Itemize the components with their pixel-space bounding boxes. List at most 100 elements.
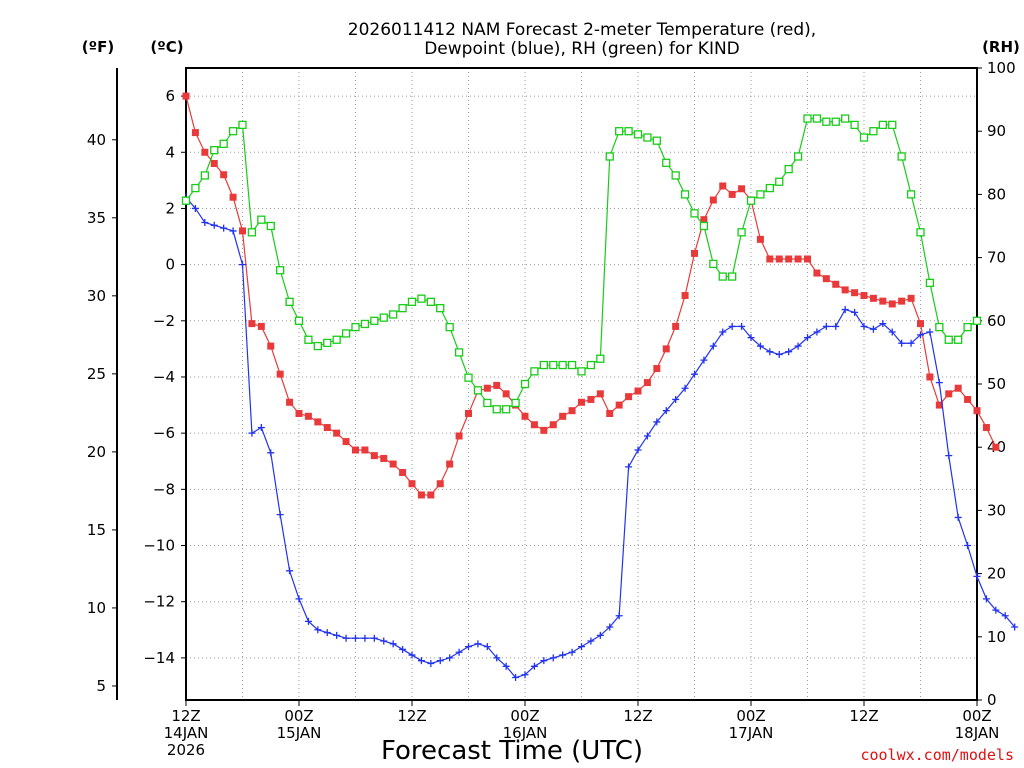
- rh-point: [238, 120, 247, 130]
- temperature-point: [455, 432, 463, 440]
- dewpoint-point: [935, 379, 943, 387]
- x-axis-title: Forecast Time (UTC): [381, 736, 643, 766]
- celsius-tick-label: 6: [165, 87, 175, 105]
- temperature-point: [257, 322, 265, 330]
- dewpoint-point: [813, 328, 821, 336]
- rh-point: [210, 146, 219, 155]
- dewpoint-point: [483, 643, 491, 651]
- dewpoint-point: [530, 662, 538, 670]
- temperature-point: [709, 196, 717, 204]
- fahrenheit-tick-label: 30: [87, 287, 106, 305]
- dewpoint-point: [700, 356, 708, 364]
- temperature-point: [361, 446, 369, 454]
- dewpoint-point: [804, 334, 811, 342]
- dewpoint-point: [342, 634, 350, 642]
- temperature-point: [239, 227, 246, 235]
- dewpoint-point: [295, 595, 303, 603]
- temperature-point: [201, 148, 209, 156]
- temperature-point: [304, 412, 312, 420]
- rh-point: [775, 177, 784, 186]
- temperature-point: [483, 384, 491, 392]
- temperature-point: [898, 297, 906, 305]
- dewpoint-point: [286, 567, 294, 575]
- rh-tick-label: 90: [987, 122, 1006, 140]
- temperature-point: [681, 292, 689, 300]
- time-tick-label: 12Z: [397, 707, 426, 725]
- rh-line: [185, 117, 978, 410]
- rh-point: [680, 190, 690, 199]
- dewpoint-point: [728, 322, 736, 330]
- rh-point: [615, 127, 624, 136]
- rh-point: [671, 171, 680, 180]
- rh-point: [728, 272, 737, 281]
- rh-point: [596, 354, 605, 363]
- dewpoint-point: [822, 322, 830, 330]
- dewpoint-point: [982, 595, 990, 603]
- celsius-tick-label: 4: [165, 143, 175, 161]
- rh-point: [831, 117, 840, 126]
- celsius-tick-label: −6: [153, 424, 175, 442]
- dewpoint-point: [417, 657, 425, 665]
- temperature-point: [191, 129, 199, 137]
- dewpoint-point: [954, 513, 962, 521]
- time-tick-label: 00Z: [736, 707, 765, 725]
- time-tick-label: 15JAN: [277, 724, 322, 742]
- rh-point: [793, 152, 803, 161]
- rh-point: [266, 221, 275, 231]
- dewpoint-point: [879, 320, 887, 328]
- time-tick-label: 00Z: [284, 707, 313, 725]
- rh-point: [888, 120, 897, 130]
- dewpoint-point: [389, 640, 397, 648]
- celsius-axis: 6 4 2 0 −2 −4 −6 −8 −10 −12 −14: [143, 87, 186, 667]
- fahrenheit-tick-label: 10: [87, 599, 106, 617]
- rh-point: [850, 120, 859, 130]
- rh-point: [360, 319, 370, 329]
- rh-point: [304, 335, 313, 344]
- rh-point: [389, 310, 398, 319]
- rh-point: [803, 114, 812, 123]
- temperature-point: [389, 460, 397, 468]
- temperature-point: [917, 320, 924, 328]
- rh-point: [454, 348, 464, 357]
- temperature-point: [408, 480, 416, 488]
- dewpoint-point: [352, 634, 359, 642]
- rh-point: [219, 139, 228, 148]
- rh-point: [247, 228, 257, 237]
- celsius-tick-label: −2: [153, 312, 175, 330]
- rh-point: [718, 272, 727, 281]
- temperature-point: [182, 92, 190, 100]
- rh-point: [737, 228, 746, 237]
- time-tick-label: 12Z: [171, 707, 200, 725]
- rh-point: [370, 316, 379, 325]
- rh-point: [586, 360, 596, 370]
- time-tick-label: 12Z: [849, 707, 878, 725]
- dewpoint-point: [606, 623, 614, 631]
- rh-point: [511, 398, 520, 408]
- series-layer: [181, 92, 1019, 682]
- dewpoint-point: [832, 322, 840, 330]
- rh-point: [925, 278, 935, 288]
- temperature-point: [502, 390, 510, 398]
- dewpoint-point: [239, 261, 246, 269]
- fahrenheit-tick-label: 35: [87, 209, 106, 227]
- rh-point: [539, 360, 548, 370]
- dewpoint-point: [756, 342, 764, 350]
- temperature-point: [851, 289, 859, 297]
- rh-point: [285, 297, 294, 306]
- rh-point: [878, 120, 887, 130]
- rh-point: [963, 322, 972, 332]
- time-tick-label: 14JAN: [164, 724, 209, 742]
- dewpoint-point: [540, 657, 548, 665]
- rh-point: [407, 297, 417, 306]
- temperature-point: [210, 160, 218, 168]
- dewpoint-point: [549, 654, 557, 662]
- dewpoint-line: [185, 196, 1016, 679]
- dewpoint-point: [907, 339, 915, 347]
- dewpoint-point: [455, 648, 463, 656]
- temperature-point: [559, 412, 567, 420]
- rh-point: [756, 190, 765, 199]
- rh-point: [699, 221, 709, 231]
- rh-point: [483, 398, 492, 408]
- temperature-point: [333, 429, 341, 437]
